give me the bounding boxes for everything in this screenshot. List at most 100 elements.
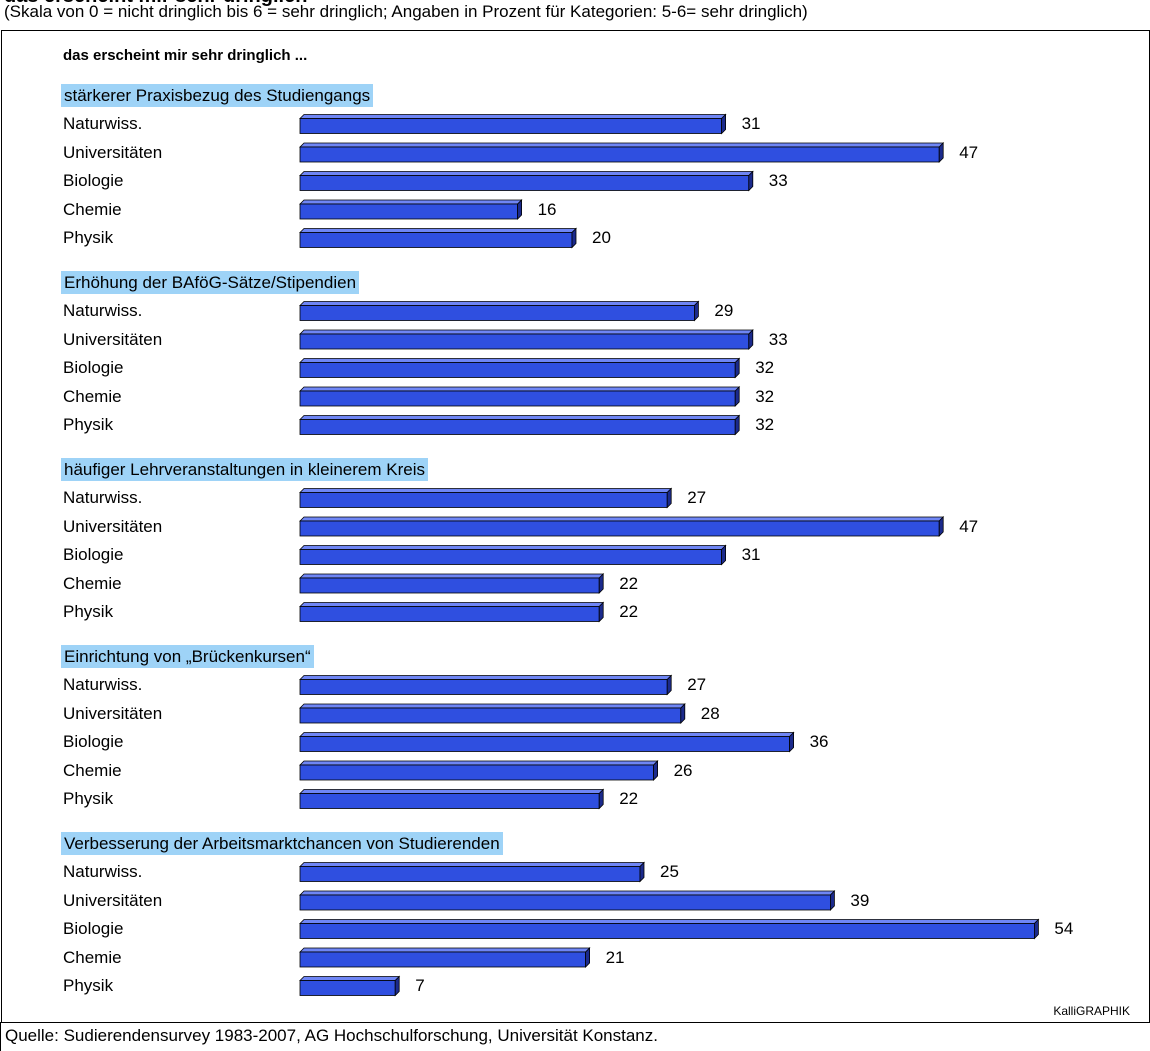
value-label: 32 bbox=[755, 358, 775, 377]
value-label: 32 bbox=[755, 386, 775, 406]
category-label: Biologie bbox=[63, 545, 124, 564]
bar-side-face bbox=[680, 703, 686, 724]
bar-top-face bbox=[299, 862, 645, 867]
bar-top-face bbox=[299, 415, 741, 420]
source-footer: Quelle: Sudierendensurvey 1983-2007, AG … bbox=[0, 1022, 1149, 1051]
category-label: Biologie bbox=[63, 358, 124, 377]
value-label: 31 bbox=[741, 545, 761, 564]
bar bbox=[299, 975, 401, 997]
bar-top-face bbox=[299, 171, 754, 176]
bar-top-face bbox=[299, 703, 686, 709]
value-label: 27 bbox=[687, 488, 707, 507]
bar-front-face bbox=[299, 232, 573, 248]
bar-front-face bbox=[299, 549, 723, 565]
bar-top-face bbox=[299, 516, 945, 522]
bar-side-face bbox=[938, 516, 944, 537]
bar bbox=[299, 300, 700, 322]
bar-side-face bbox=[748, 329, 754, 350]
bar-top-face bbox=[299, 386, 741, 392]
bar-front-face bbox=[299, 606, 600, 622]
value-label: 7 bbox=[415, 976, 425, 995]
bar-front-face bbox=[299, 764, 655, 781]
bar-side-face bbox=[748, 170, 754, 192]
bar-front-face bbox=[299, 175, 750, 191]
chart-heading: das erscheint mir sehr dringlich ... bbox=[63, 47, 308, 64]
value-label: 28 bbox=[700, 703, 720, 723]
category-label: Universitäten bbox=[63, 329, 163, 349]
value-label: 32 bbox=[755, 415, 775, 434]
bar-top-face bbox=[299, 114, 727, 119]
bar bbox=[299, 760, 659, 781]
bar-front-face bbox=[299, 866, 641, 882]
bar-side-face bbox=[666, 487, 672, 509]
value-label: 22 bbox=[619, 573, 639, 593]
bar-front-face bbox=[299, 492, 668, 508]
bar-side-face bbox=[585, 947, 590, 968]
bar-front-face bbox=[299, 146, 940, 163]
bar-side-face bbox=[517, 199, 522, 220]
bar-side-face bbox=[721, 113, 726, 135]
category-label: Naturwiss. bbox=[63, 488, 143, 507]
category-label: Naturwiss. bbox=[63, 114, 143, 133]
category-label: Physik bbox=[63, 228, 114, 247]
category-label: Physik bbox=[63, 789, 114, 808]
group-title: häufiger Lehrveranstaltungen in kleinere… bbox=[61, 458, 428, 481]
bar-front-face bbox=[299, 203, 519, 220]
bar bbox=[299, 674, 673, 696]
bar-side-face bbox=[721, 544, 726, 566]
bar bbox=[299, 357, 741, 379]
bar-side-face bbox=[734, 357, 740, 379]
bar-front-face bbox=[299, 577, 600, 594]
bar-front-face bbox=[299, 118, 723, 134]
value-label: 21 bbox=[605, 947, 625, 967]
bar-front-face bbox=[299, 707, 682, 724]
bar-top-face bbox=[299, 199, 523, 205]
credit-label: KalliGRAPHIK bbox=[1053, 1004, 1130, 1018]
bar-side-face bbox=[394, 975, 400, 997]
value-label: 47 bbox=[959, 516, 979, 536]
bar bbox=[299, 731, 795, 753]
value-label: 54 bbox=[1054, 919, 1074, 938]
bar-side-face bbox=[598, 788, 604, 810]
bar bbox=[299, 788, 605, 810]
bar bbox=[299, 516, 945, 537]
category-label: Naturwiss. bbox=[63, 675, 143, 694]
bar-top-face bbox=[299, 142, 945, 148]
value-label: 20 bbox=[592, 228, 611, 247]
category-label: Biologie bbox=[63, 732, 124, 751]
bar-front-face bbox=[299, 980, 396, 996]
bar-side-face bbox=[789, 731, 794, 753]
value-label: 31 bbox=[741, 114, 761, 133]
bar-top-face bbox=[299, 732, 795, 737]
bar bbox=[299, 487, 673, 509]
category-label: Naturwiss. bbox=[63, 862, 143, 881]
bar-top-face bbox=[299, 976, 401, 981]
bar-side-face bbox=[734, 386, 740, 407]
bar-top-face bbox=[299, 573, 605, 579]
bar-top-face bbox=[299, 789, 605, 794]
category-label: Physik bbox=[63, 976, 114, 995]
value-label: 25 bbox=[660, 862, 679, 881]
bar-top-face bbox=[299, 760, 659, 766]
bar bbox=[299, 890, 836, 911]
category-label: Naturwiss. bbox=[63, 301, 143, 320]
bar bbox=[299, 414, 741, 436]
bar-front-face bbox=[299, 736, 791, 752]
bar bbox=[299, 113, 727, 135]
bar-side-face bbox=[598, 573, 604, 594]
bar bbox=[299, 227, 577, 249]
bar bbox=[299, 601, 605, 623]
bar-side-face bbox=[571, 227, 577, 249]
bar-front-face bbox=[299, 390, 736, 407]
bar-side-face bbox=[1034, 918, 1039, 940]
bar bbox=[299, 199, 523, 220]
bar-top-face bbox=[299, 228, 577, 233]
bar-front-face bbox=[299, 362, 736, 378]
group-title: stärkerer Praxisbezug des Studiengangs bbox=[61, 84, 374, 107]
value-label: 27 bbox=[687, 675, 707, 694]
bar-top-face bbox=[299, 301, 700, 306]
bar-front-face bbox=[299, 333, 750, 350]
bar-top-face bbox=[299, 947, 591, 953]
bar-top-face bbox=[299, 919, 1040, 924]
